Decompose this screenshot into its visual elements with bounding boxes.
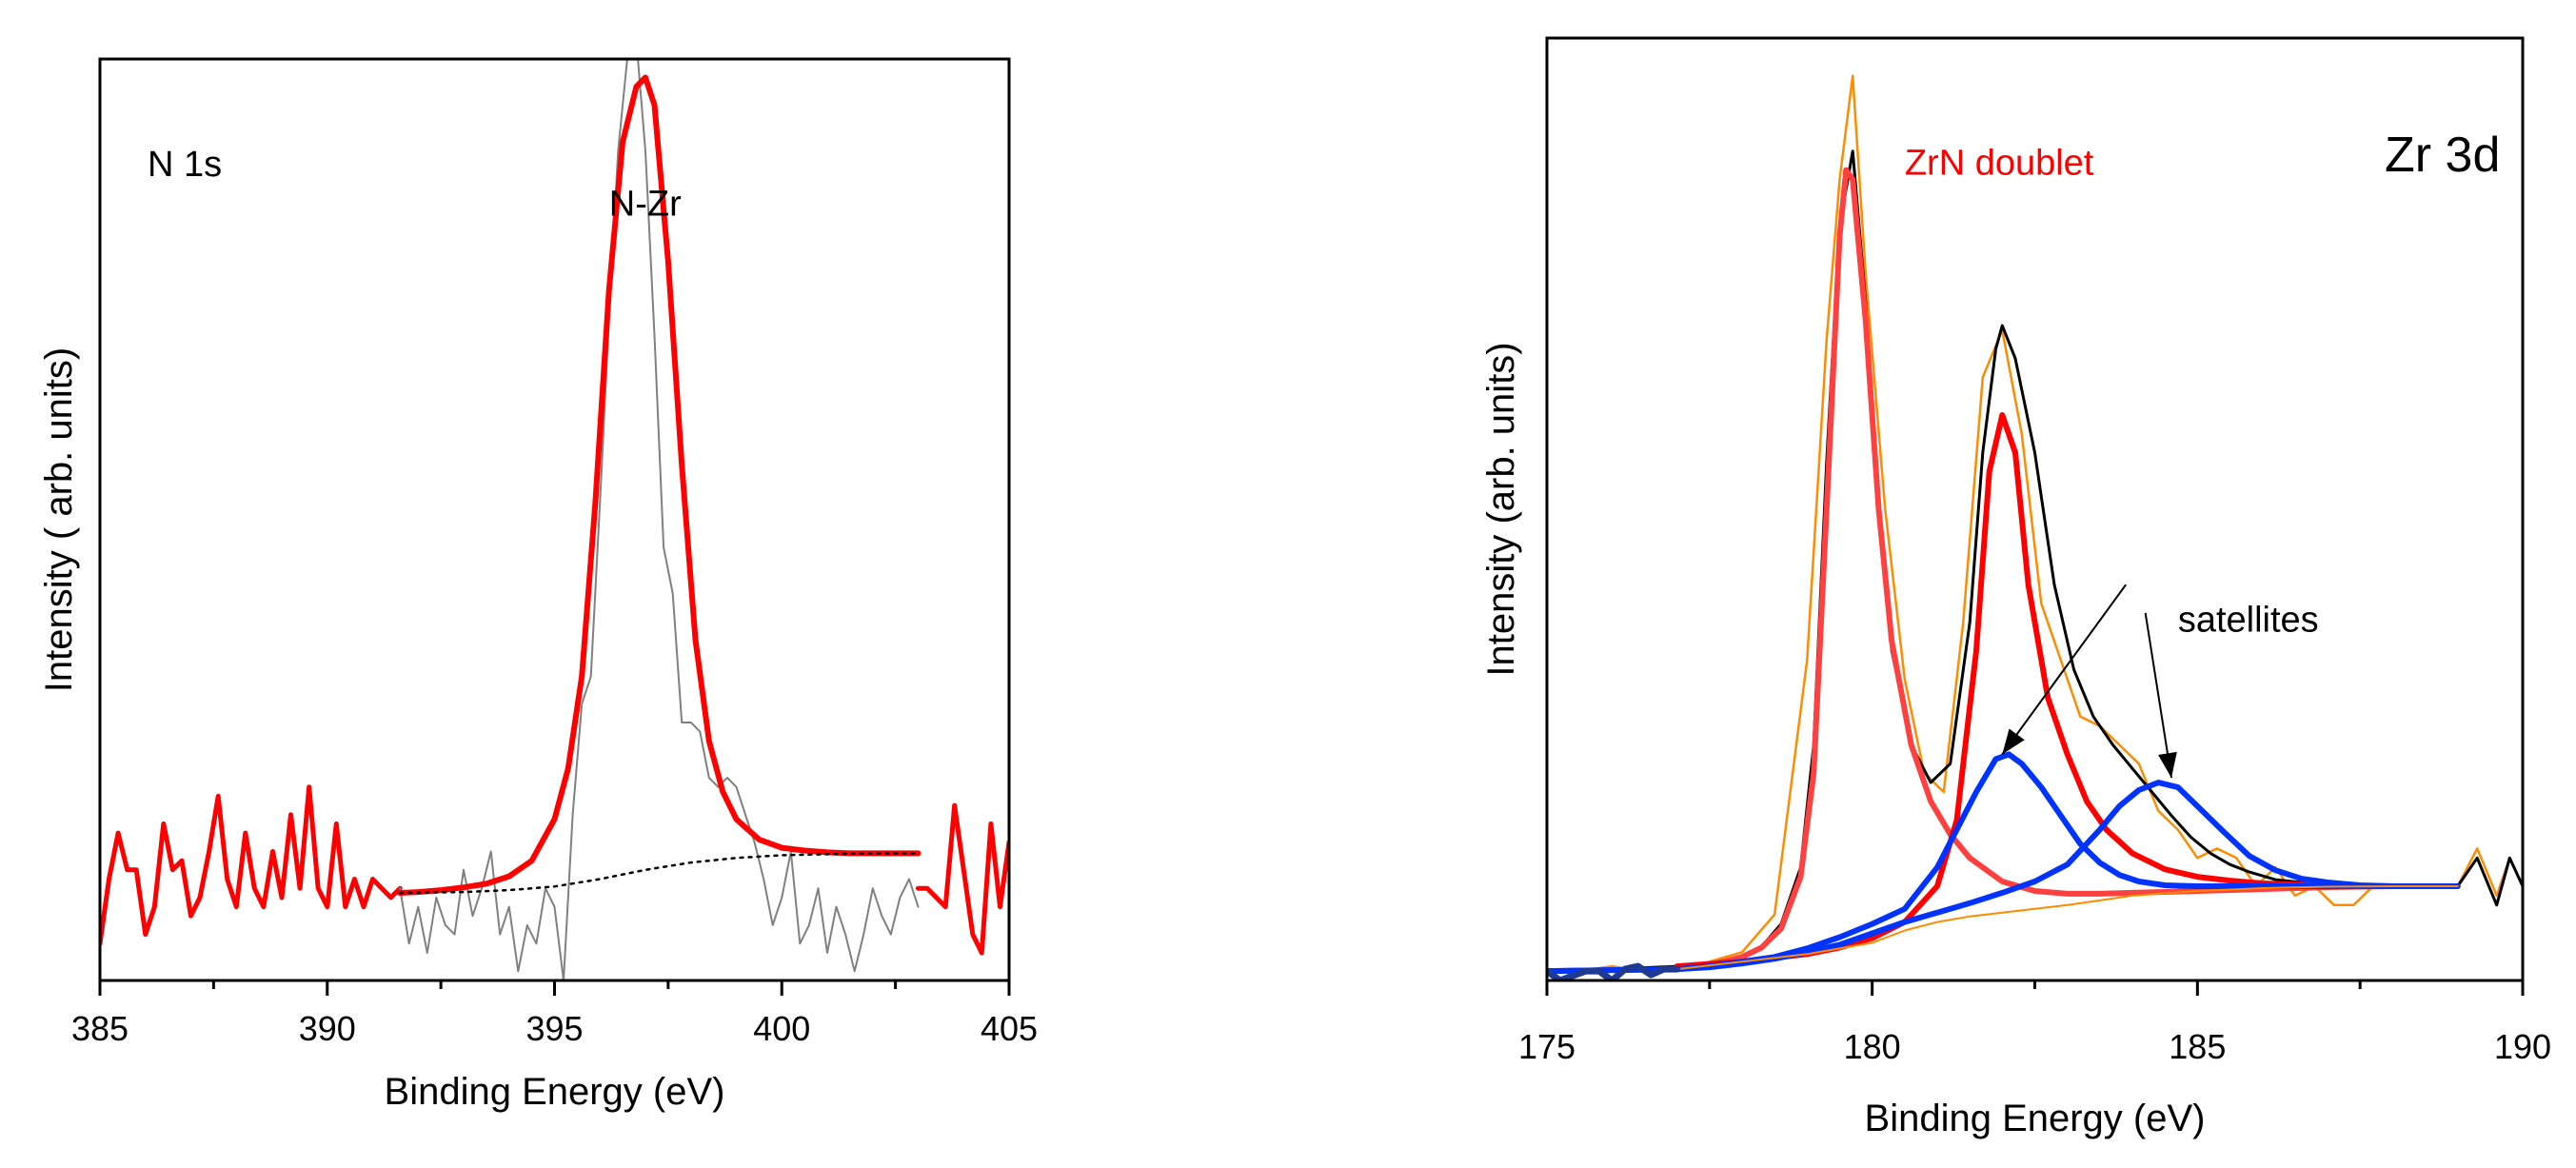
annotation-arrow — [2001, 584, 2127, 755]
arrow-head — [2002, 728, 2025, 755]
series-total-fit — [1547, 149, 2523, 973]
x-tick-label: 175 — [1518, 1027, 1575, 1066]
series-raw-data-noisy-left — [100, 784, 403, 946]
annotation-satellites: satellites — [2178, 601, 2319, 641]
arrow-head — [2158, 751, 2177, 779]
series-zrn-3d3-2 — [1674, 412, 2461, 970]
x-tick-label: 400 — [753, 1009, 810, 1048]
plot-frame — [98, 57, 1011, 982]
series-raw-data-noisy-right — [916, 802, 1009, 956]
x-tick-label: 180 — [1844, 1027, 1901, 1066]
chart-title: Zr 3d — [2385, 128, 2500, 183]
x-tick-label: 405 — [981, 1009, 1038, 1048]
series-background — [398, 852, 920, 895]
n1s-chart: 385 390 395 400 405 Binding Energy (eV) Intens… — [38, 57, 1038, 1113]
series-group — [100, 59, 1009, 980]
x-axis-label: Binding Energy (eV) — [1865, 1098, 2206, 1139]
x-tick-label: 385 — [71, 1009, 129, 1048]
x-tick-label: 185 — [2169, 1027, 2226, 1066]
annotation-zrn-doublet: ZrN doublet — [1905, 144, 2094, 184]
x-tick-label: 390 — [299, 1009, 356, 1048]
annotation-n-zr: N-Zr — [609, 185, 682, 225]
series-shirley-background — [1675, 885, 2459, 971]
annotation-arrow — [2144, 612, 2172, 779]
zr3d-chart: 175 180 185 190 Binding Energy (eV) Intensity… — [1480, 36, 2551, 1139]
x-tick-label: 395 — [525, 1009, 583, 1048]
series-raw-data — [1547, 74, 2523, 973]
y-axis-label: Intensity ( arb. units) — [38, 347, 80, 692]
series-group — [1547, 74, 2523, 980]
y-axis-label: Intensity (arb. units) — [1480, 342, 1522, 676]
series-baseline-low-energy — [1547, 962, 1681, 980]
x-tick-label: 190 — [2494, 1027, 2551, 1066]
series-fit-n-zr — [397, 74, 921, 896]
chart-title: N 1s — [148, 145, 222, 185]
series-satellite-2 — [1547, 780, 2461, 975]
series-raw-data-grey — [399, 59, 920, 980]
series-satellite-1 — [1547, 751, 2461, 975]
x-axis-label: Binding Energy (eV) — [385, 1071, 725, 1113]
